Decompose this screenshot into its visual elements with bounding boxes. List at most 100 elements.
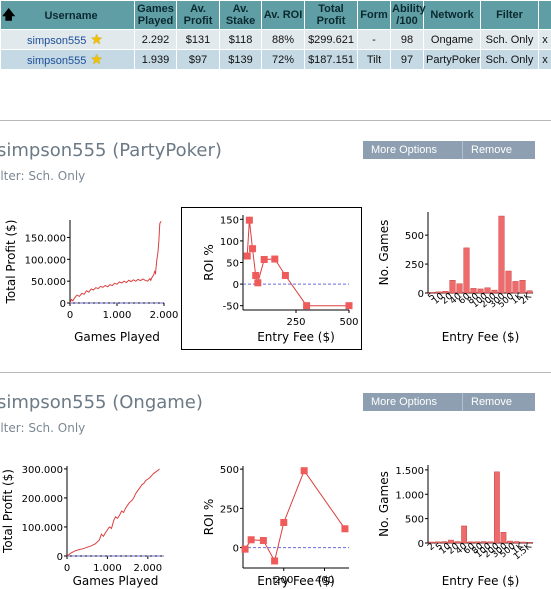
bar	[480, 541, 487, 544]
x-tick-label: 250	[286, 317, 305, 328]
bar	[491, 289, 498, 294]
data-point	[241, 545, 249, 553]
close-icon[interactable]: x	[538, 49, 551, 70]
section-buttons-partypoker: More Options Remove	[363, 141, 535, 159]
header-username[interactable]: Username	[44, 9, 98, 22]
bar	[441, 541, 448, 544]
avg-stake-cell: $139	[219, 49, 263, 70]
avg-profit-cell: $97	[176, 49, 221, 70]
header-avg-profit[interactable]: Av. Profit	[176, 0, 221, 30]
bar	[456, 283, 463, 294]
x-tick-label: 5	[434, 542, 445, 553]
x-tick-label: 5	[426, 292, 437, 303]
filter-cell: Sch. Only	[480, 29, 540, 50]
bar	[448, 539, 454, 544]
y-tick-label: 1.000	[395, 490, 424, 501]
x-tick-label: 200	[274, 575, 293, 586]
avg-roi-cell: 88%	[261, 29, 306, 50]
x-axis-label: Entry Fee ($)	[442, 330, 520, 344]
y-tick-label: 250	[220, 504, 239, 515]
y-tick-label: 150	[220, 215, 239, 226]
bar	[487, 541, 494, 544]
section-filter-partypoker: ilter: Sch. Only	[0, 169, 86, 183]
header-avg-stake[interactable]: Av. Stake	[219, 0, 263, 30]
y-tick-label: -50	[223, 302, 239, 313]
bar	[513, 541, 520, 544]
x-tick-label: 2.000	[150, 310, 179, 321]
y-tick-label: 0	[233, 544, 239, 555]
y-tick-label: 500	[405, 231, 424, 242]
bar	[477, 288, 484, 294]
bar	[428, 541, 435, 544]
sort-header[interactable]: 🡅 Username	[0, 0, 136, 30]
data-point	[341, 525, 349, 533]
header-ability[interactable]: Ability/100	[390, 0, 426, 30]
bar	[500, 532, 507, 544]
series-line	[246, 220, 349, 307]
data-point	[243, 252, 251, 260]
y-tick-label: 0	[233, 280, 239, 291]
header-avg-profit-line2: Profit	[183, 15, 213, 27]
data-point	[245, 216, 253, 224]
network-cell[interactable]: Ongame	[423, 29, 482, 50]
username-link[interactable]: simpson555	[27, 55, 87, 67]
header-ability-line1: Ability	[392, 3, 426, 15]
x-tick-label: 0	[67, 310, 73, 321]
header-form[interactable]: Form	[357, 0, 392, 30]
remove-button[interactable]: Remove	[471, 144, 512, 156]
data-point	[303, 302, 311, 310]
total-profit-cell: $187.151	[304, 49, 359, 70]
bar	[470, 288, 477, 294]
data-point	[254, 279, 262, 287]
remove-button[interactable]: Remove	[471, 396, 512, 408]
username-cell[interactable]: simpson555 ★	[0, 29, 136, 50]
section-divider	[0, 120, 551, 121]
x-axis-label: Games Played	[73, 574, 159, 588]
close-icon[interactable]: x	[538, 29, 551, 50]
avg-stake-cell: $118	[219, 29, 263, 50]
y-tick-label: 100.000	[22, 523, 63, 534]
header-avg-profit-line1: Av.	[190, 3, 206, 15]
header-games-played[interactable]: Games Played	[134, 0, 178, 30]
data-point	[252, 271, 260, 279]
bar	[449, 280, 456, 294]
x-tick-label: 400	[315, 575, 334, 586]
more-options-button[interactable]: More Options	[363, 141, 463, 159]
section-filter-ongame: ilter: Sch. Only	[0, 421, 86, 435]
x-tick-label: 0	[64, 563, 70, 574]
username-link[interactable]: simpson555	[27, 35, 87, 47]
header-remove-col	[538, 0, 551, 30]
bar	[484, 287, 491, 294]
bar	[494, 471, 500, 544]
bar	[435, 291, 442, 294]
y-axis-label: ROI %	[202, 499, 216, 536]
header-total-profit[interactable]: Total Profit	[304, 0, 359, 30]
form-cell[interactable]: Tilt	[357, 49, 392, 70]
table-row: simpson555 ★ 1.939 $97 $139 72% $187.151 …	[0, 49, 551, 70]
y-tick-label: 1.500	[395, 466, 424, 477]
y-tick-label: 0	[418, 539, 424, 550]
network-cell[interactable]: PartyPoker	[423, 49, 482, 70]
y-tick-label: 0	[60, 299, 66, 310]
section-title-ongame: simpson555 (Ongame)	[0, 392, 203, 413]
username-cell[interactable]: simpson555 ★	[0, 49, 136, 70]
y-axis-label: No. Games	[377, 220, 391, 286]
data-point	[271, 255, 279, 263]
players-table: 🡅 Username Games Played Av. Profit Av. Stak…	[0, 0, 551, 70]
y-tick-label: 500	[405, 515, 424, 526]
section-divider	[0, 372, 551, 373]
bar	[467, 541, 474, 544]
bar	[463, 247, 470, 294]
section-buttons-ongame: More Options Remove	[363, 393, 535, 411]
header-filter[interactable]: Filter	[480, 0, 540, 30]
up-arrow-icon[interactable]: 🡅	[2, 6, 16, 22]
bar	[526, 542, 533, 544]
bar	[434, 541, 441, 544]
total-profit-cell: $299.621	[304, 29, 359, 50]
header-network[interactable]: Network	[423, 0, 482, 30]
header-avg-roi[interactable]: Av. ROI	[261, 0, 306, 30]
roi-chart-ongame: 0 250 500 ROI % Entry Fee ($)200 400	[202, 465, 349, 588]
y-axis-label: ROI %	[202, 244, 216, 281]
more-options-button[interactable]: More Options	[363, 393, 463, 411]
